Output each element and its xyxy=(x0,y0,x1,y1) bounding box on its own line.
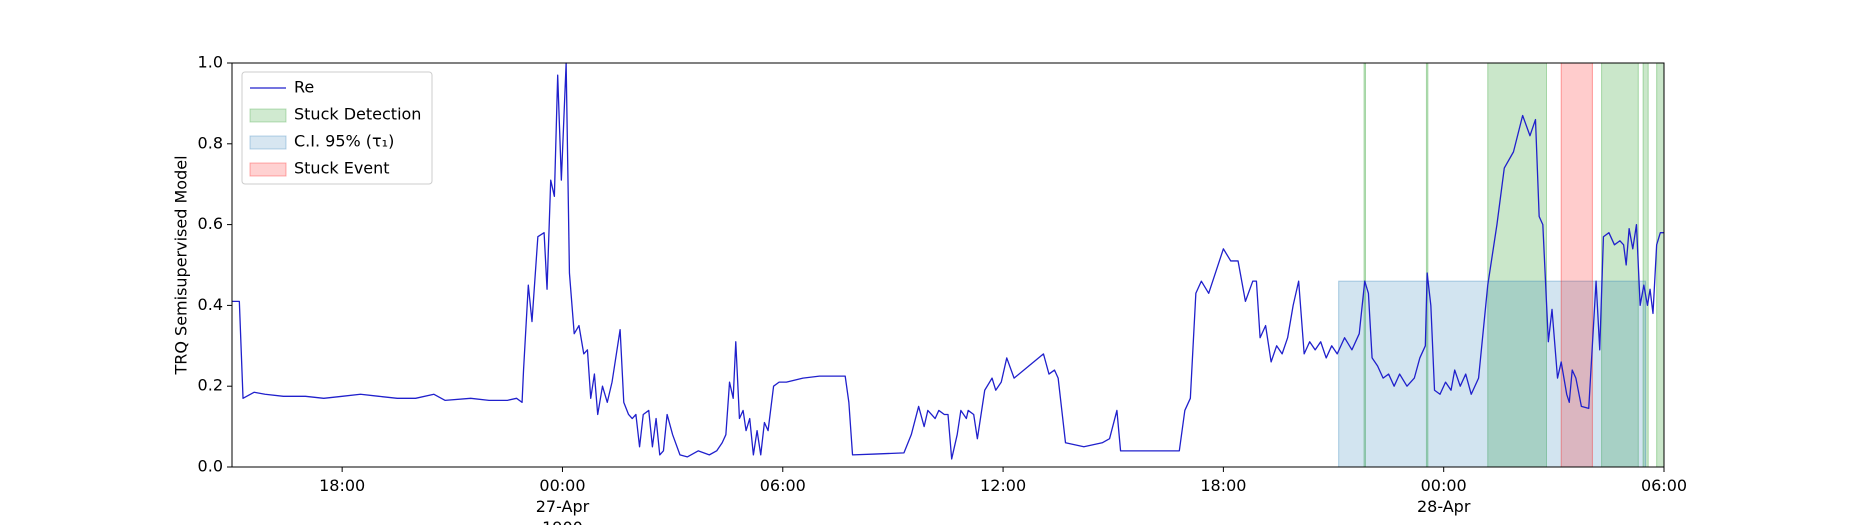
legend-patch xyxy=(249,108,287,123)
legend-label: Re xyxy=(294,78,314,97)
data-line xyxy=(232,62,1664,460)
legend-label: C.I. 95% (τ₁) xyxy=(294,132,394,151)
x-tick-label: 06:00 xyxy=(759,476,806,495)
y-tick-label: 0.8 xyxy=(198,133,223,152)
shaded-region xyxy=(1487,62,1548,468)
y-tick-label: 0.4 xyxy=(198,295,223,314)
y-tick-label: 0.2 xyxy=(198,376,223,395)
legend-label: Stuck Detection xyxy=(294,105,421,124)
legend-patch xyxy=(249,162,287,177)
shaded-region xyxy=(1560,62,1593,468)
legend-label: Stuck Event xyxy=(294,159,390,178)
x-tick-label: 06:00 xyxy=(1640,476,1688,495)
y-axis-label: TRQ Semisupervised Model xyxy=(172,155,191,375)
plot-frame xyxy=(231,62,1665,468)
legend: Re Stuck Detection C.I. 95% (τ₁) Stuck Even… xyxy=(241,71,433,185)
legend-box xyxy=(241,71,433,185)
y-tick-label: 0.6 xyxy=(198,214,223,233)
y-tick-label: 1.0 xyxy=(198,53,223,72)
legend-patch xyxy=(249,135,287,150)
y-tick-label: 0.0 xyxy=(198,457,223,476)
x-tick-label: 12:00 xyxy=(980,476,1027,495)
shaded-region xyxy=(1338,280,1647,468)
shaded-region xyxy=(1656,62,1665,468)
x-tick-label: 18:00 xyxy=(1200,476,1247,495)
x-tick-label: 18:00 xyxy=(319,476,366,495)
x-tick-label: 00:00 28-Apr xyxy=(1416,476,1471,516)
x-tick-label: 00:00 27-Apr 1900 xyxy=(535,476,590,525)
